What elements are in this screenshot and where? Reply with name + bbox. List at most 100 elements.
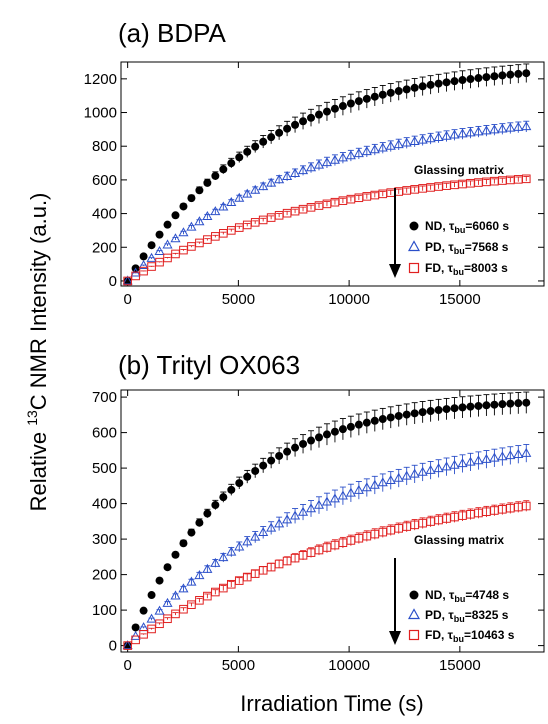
data-point (377, 142, 388, 152)
data-point (489, 452, 500, 462)
data-point (450, 77, 459, 86)
data-point (490, 72, 499, 81)
series-nd (123, 63, 531, 285)
data-point (235, 479, 244, 488)
data-point (474, 401, 483, 410)
data-point (282, 171, 293, 181)
data-point (409, 468, 420, 478)
data-point (283, 447, 292, 456)
data-point (266, 177, 277, 187)
data-point (393, 139, 404, 149)
data-point (242, 188, 253, 198)
legend-label-prefix: PD, (425, 240, 448, 254)
legend-label-tau: τ (448, 608, 454, 622)
data-point (123, 276, 132, 286)
data-point (131, 623, 140, 632)
data-point (441, 130, 452, 140)
data-point (386, 413, 395, 422)
data-point (338, 425, 347, 434)
panel-title: (a) BDPA (118, 18, 227, 48)
plot-frame (120, 61, 545, 287)
data-point (394, 87, 403, 96)
data-point (203, 178, 212, 187)
y-tick-label: 400 (92, 496, 117, 513)
data-point (147, 241, 156, 250)
data-point (313, 159, 325, 169)
data-point (234, 541, 245, 551)
data-point (307, 436, 316, 445)
legend-marker (409, 221, 419, 231)
data-point (275, 451, 284, 460)
data-point (187, 528, 196, 537)
data-point (321, 157, 333, 167)
y-tick-label: 0 (109, 273, 117, 290)
y-tick-label: 0 (109, 638, 117, 655)
data-point (457, 458, 468, 468)
data-point (329, 154, 340, 164)
data-point (401, 137, 412, 147)
data-point (211, 501, 220, 510)
data-point (386, 88, 395, 97)
y-tick-label: 300 (92, 531, 117, 548)
data-point (146, 252, 157, 262)
data-point (426, 407, 435, 416)
data-point (425, 133, 436, 143)
data-point (385, 474, 396, 484)
plot-frame (120, 389, 545, 653)
data-point (155, 576, 164, 585)
data-point (417, 466, 428, 476)
data-point (330, 104, 339, 113)
data-point (433, 131, 444, 141)
data-point (353, 148, 364, 158)
data-point (346, 422, 355, 431)
data-point (425, 464, 436, 474)
data-point (267, 133, 276, 142)
data-point (378, 415, 387, 424)
legend-label-sub: bu (453, 267, 464, 277)
data-point (162, 239, 173, 249)
data-point (123, 276, 132, 285)
data-point (401, 470, 412, 480)
data-point (171, 211, 180, 220)
data-point (457, 128, 468, 138)
data-point (378, 90, 387, 99)
data-point (139, 252, 148, 261)
data-point (297, 506, 309, 516)
data-point (163, 220, 172, 229)
data-point (481, 125, 492, 135)
data-point (251, 466, 260, 475)
data-point (514, 69, 523, 78)
x-tick-label: 15000 (439, 657, 481, 674)
legend-title: Glassing matrix (414, 533, 504, 547)
data-point (418, 82, 427, 91)
data-point (361, 146, 372, 156)
data-point (321, 496, 333, 506)
data-point (202, 211, 213, 221)
data-point (465, 456, 476, 466)
y-tick-label: 600 (92, 425, 117, 442)
series-nd (123, 391, 531, 650)
data-point (147, 591, 156, 600)
legend-label-sub: bu (454, 225, 465, 235)
data-point (369, 144, 380, 154)
legend-label-sub: bu (454, 594, 465, 604)
data-point (450, 404, 459, 413)
x-tick-label: 0 (123, 657, 131, 674)
data-point (353, 484, 364, 494)
data-point (490, 400, 499, 409)
data-point (522, 398, 531, 407)
data-point (506, 399, 515, 408)
series-fd (123, 174, 531, 286)
data-point (305, 503, 317, 513)
data-point (514, 399, 523, 408)
data-point (442, 78, 451, 87)
data-point (203, 509, 212, 518)
data-point (402, 85, 411, 94)
x-tick-label: 5000 (222, 291, 255, 308)
data-point (513, 121, 524, 131)
y-tick-label: 600 (92, 172, 117, 189)
legend-label-tau: τ (449, 588, 455, 602)
data-point (506, 70, 515, 79)
data-point (242, 536, 253, 546)
